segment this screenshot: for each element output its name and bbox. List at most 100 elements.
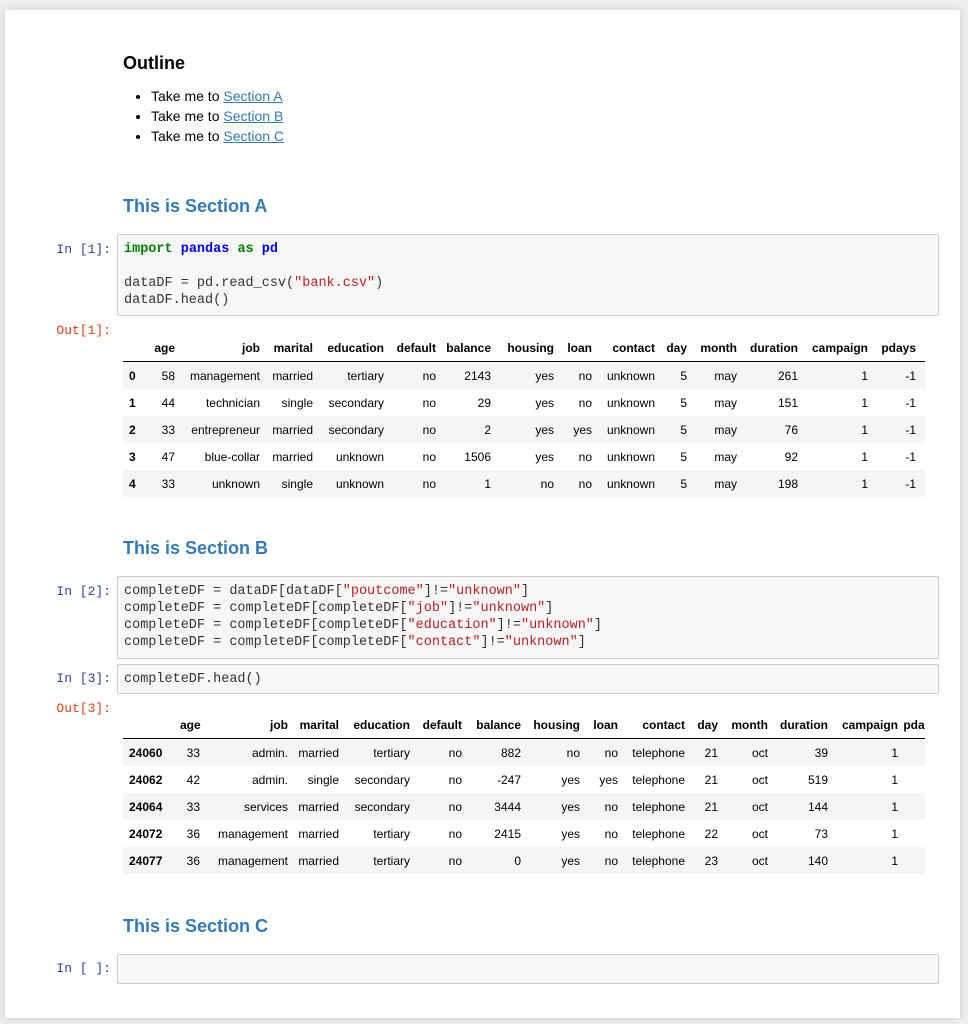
code-line: dataDF.head(): [124, 292, 932, 309]
table-cell: 5: [680, 368, 687, 383]
table-cell: [903, 793, 925, 820]
column-header: marital: [293, 711, 344, 739]
table-cell: 5: [680, 476, 687, 491]
table-cell: married: [298, 826, 339, 841]
table-cell: 47: [161, 449, 175, 464]
table-cell: services: [243, 799, 288, 814]
table-cell: no: [422, 422, 436, 437]
code-token: ]: [521, 584, 530, 599]
table-cell: 5: [680, 395, 687, 410]
link-section-a[interactable]: Section A: [223, 88, 283, 104]
column-header: duration: [742, 334, 803, 362]
table-cell: 1506: [464, 449, 491, 464]
table-cell: -1: [905, 368, 916, 383]
outline-item: Take me to Section B: [151, 106, 284, 126]
table-cell: no: [604, 745, 618, 760]
code-cell-2[interactable]: completeDF = dataDF[dataDF["poutcome"]!=…: [117, 576, 939, 659]
table-cell: no: [578, 395, 592, 410]
code-token: ]!=: [423, 584, 449, 599]
table-cell: unknown: [606, 368, 655, 383]
outline-heading: Outline: [123, 53, 185, 73]
table-row: 24072 36 management married tertiary no 2415 ye…: [123, 820, 925, 847]
column-header: education: [318, 334, 389, 362]
column-header: contact: [597, 334, 660, 362]
code-token: ): [375, 276, 384, 291]
table-cell: no: [540, 476, 554, 491]
table-cell: no: [448, 745, 462, 760]
code-token: import: [124, 242, 173, 257]
table-cell: may: [714, 395, 737, 410]
table-cell: married: [272, 368, 313, 383]
table-cell: 2143: [464, 368, 491, 383]
table-cell: [903, 739, 925, 767]
column-header: balance: [441, 334, 496, 362]
column-header: day: [690, 711, 723, 739]
code-token: ]: [545, 601, 554, 616]
row-index: 24072: [129, 826, 163, 841]
table-cell: unknown: [211, 476, 260, 491]
table-cell: 73: [814, 826, 828, 841]
column-header: default: [415, 711, 467, 739]
table-cell: [921, 416, 925, 443]
table-cell: 33: [161, 422, 175, 437]
table-cell: [921, 362, 925, 390]
table-cell: single: [307, 772, 339, 787]
link-section-c[interactable]: Section C: [223, 128, 285, 144]
table-cell: 21: [704, 799, 718, 814]
column-header: job: [205, 711, 293, 739]
column-header: month: [692, 334, 742, 362]
code-token: "bank.csv": [294, 276, 376, 291]
section-b-heading: This is Section B: [123, 538, 269, 558]
outline-list: Take me to Section A Take me to Section …: [123, 86, 284, 146]
table-row: 2 33 entrepreneur married secondary no 2 yes yes…: [123, 416, 925, 443]
table-cell: yes: [561, 799, 580, 814]
table-cell: [903, 847, 925, 874]
table-cell: blue-collar: [204, 449, 260, 464]
table-cell: married: [298, 853, 339, 868]
table-cell: 1: [861, 368, 868, 383]
table-cell: unknown: [606, 449, 655, 464]
table-cell: 92: [784, 449, 798, 464]
table-cell: management: [217, 826, 288, 841]
table-cell: married: [272, 449, 313, 464]
table-cell: 1: [484, 476, 491, 491]
table-cell: single: [281, 395, 313, 410]
table-cell: no: [448, 826, 462, 841]
table-cell: secondary: [354, 799, 410, 814]
code-token: completeDF.head(): [124, 672, 262, 687]
output-prompt: Out[1]:: [56, 323, 111, 338]
table-cell: 23: [704, 853, 718, 868]
code-token: as: [237, 242, 254, 257]
table-row: 4 33 unknown single unknown no 1 no no unknown 5 ma…: [123, 470, 925, 497]
table-cell: management: [217, 853, 288, 868]
column-header: balance: [467, 711, 526, 739]
table-cell: tertiary: [373, 826, 410, 841]
code-cell-4[interactable]: [117, 954, 939, 984]
table-cell: telephone: [632, 853, 685, 868]
table-cell: 5: [680, 422, 687, 437]
table-cell: may: [714, 368, 737, 383]
table-cell: single: [281, 476, 313, 491]
link-section-b[interactable]: Section B: [223, 108, 284, 124]
table-cell: yes: [573, 422, 592, 437]
table-cell: 151: [777, 395, 798, 410]
table-cell: no: [448, 799, 462, 814]
table-cell: married: [272, 422, 313, 437]
column-header: contact: [623, 711, 690, 739]
table-row: 0 58 management married tertiary no 2143 yes no u…: [123, 361, 925, 390]
code-cell-3[interactable]: completeDF.head(): [117, 664, 939, 694]
table-cell: no: [578, 368, 592, 383]
table-cell: -1: [905, 422, 916, 437]
table-cell: oct: [751, 826, 768, 841]
table-cell: telephone: [632, 745, 685, 760]
input-prompt: In [ ]:: [56, 961, 111, 976]
table-cell: 33: [161, 476, 175, 491]
code-cell-1[interactable]: import pandas as pd dataDF = pd.read_csv(…: [117, 234, 939, 316]
table-cell: entrepreneur: [191, 422, 260, 437]
section-c-heading: This is Section C: [123, 916, 269, 936]
table-cell: no: [422, 368, 436, 383]
code-token: dataDF.head(): [124, 293, 230, 308]
table-cell: no: [448, 853, 462, 868]
table-cell: 144: [807, 799, 828, 814]
outline-item: Take me to Section A: [151, 86, 284, 106]
